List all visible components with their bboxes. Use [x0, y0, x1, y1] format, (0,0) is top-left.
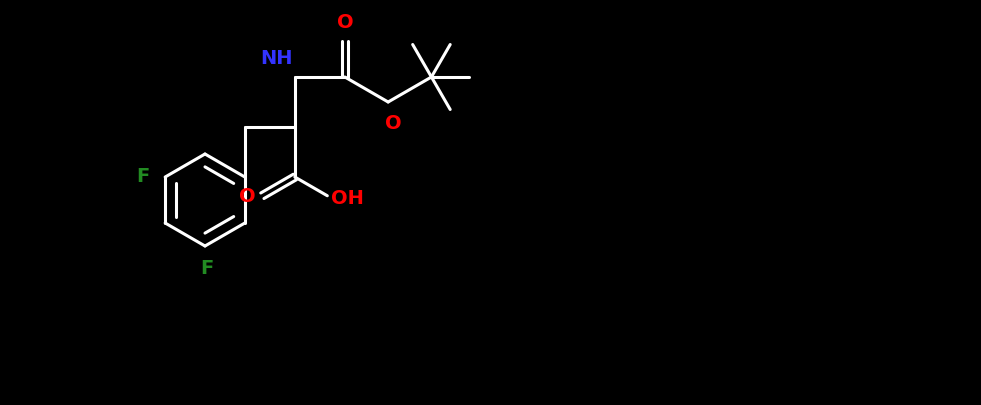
Text: OH: OH — [331, 189, 364, 208]
Text: F: F — [200, 259, 214, 278]
Text: NH: NH — [261, 48, 293, 67]
Text: O: O — [239, 187, 256, 206]
Text: F: F — [136, 166, 150, 185]
Text: O: O — [336, 13, 353, 32]
Text: O: O — [385, 113, 401, 132]
